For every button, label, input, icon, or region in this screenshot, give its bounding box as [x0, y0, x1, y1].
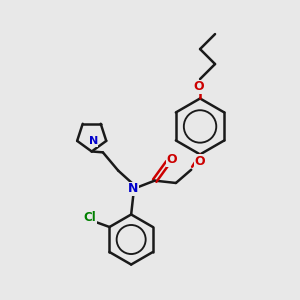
Text: N: N: [88, 136, 98, 146]
Text: Cl: Cl: [83, 211, 96, 224]
Text: O: O: [166, 153, 177, 166]
Text: N: N: [128, 182, 139, 195]
Text: O: O: [194, 80, 205, 93]
Text: O: O: [194, 155, 205, 168]
